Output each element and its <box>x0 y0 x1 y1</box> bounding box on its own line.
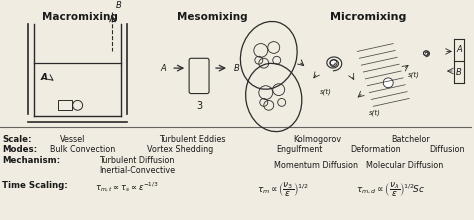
Text: A: A <box>456 45 462 54</box>
Text: B: B <box>116 1 121 10</box>
Circle shape <box>330 60 337 67</box>
Text: B: B <box>234 64 240 73</box>
Bar <box>58 100 72 110</box>
Text: $\tau_{m,d} \propto \left(\dfrac{\nu_\lambda}{\varepsilon}\right)^{1/2}\! Sc$: $\tau_{m,d} \propto \left(\dfrac{\nu_\la… <box>356 181 425 199</box>
Text: Micromixing: Micromixing <box>330 12 407 22</box>
Text: s(t): s(t) <box>408 71 420 78</box>
Text: Batchelor: Batchelor <box>391 135 430 144</box>
Text: 3: 3 <box>196 101 202 111</box>
Text: Momentum Diffusion: Momentum Diffusion <box>274 161 358 170</box>
Text: Kolmogorov: Kolmogorov <box>294 135 342 144</box>
Text: Vortex Shedding: Vortex Shedding <box>147 145 214 154</box>
Circle shape <box>424 51 428 56</box>
Text: Engulfment: Engulfment <box>277 145 323 154</box>
Text: Mechanism:: Mechanism: <box>2 156 60 165</box>
Text: A: A <box>40 73 47 82</box>
Text: Macromixing: Macromixing <box>42 12 118 22</box>
Text: A: A <box>161 64 166 73</box>
Text: $\tau_m \propto \left(\dfrac{\nu_3}{\varepsilon}\right)^{1/2}$: $\tau_m \propto \left(\dfrac{\nu_3}{\var… <box>257 181 309 199</box>
Text: s(t): s(t) <box>369 109 381 116</box>
Text: Molecular Diffusion: Molecular Diffusion <box>366 161 444 170</box>
Text: Turbulent Diffusion: Turbulent Diffusion <box>100 156 175 165</box>
Text: Scale:: Scale: <box>2 135 31 144</box>
Text: Bulk Convection: Bulk Convection <box>50 145 115 154</box>
Text: s(t): s(t) <box>319 89 331 95</box>
Text: Inertial-Convective: Inertial-Convective <box>100 166 176 175</box>
Text: Modes:: Modes: <box>2 145 37 154</box>
Text: B: B <box>456 68 462 77</box>
Text: $\tau_{m,t} \propto \tau_s \propto \varepsilon^{-1/3}$: $\tau_{m,t} \propto \tau_s \propto \vare… <box>95 180 159 194</box>
Text: Turbulent Eddies: Turbulent Eddies <box>159 135 226 144</box>
Text: Time Scaling:: Time Scaling: <box>2 181 68 190</box>
Text: Diffusion: Diffusion <box>429 145 465 154</box>
Text: Deformation: Deformation <box>350 145 401 154</box>
Text: Mesomixing: Mesomixing <box>177 12 247 22</box>
Text: Vessel: Vessel <box>60 135 85 144</box>
Circle shape <box>383 78 393 88</box>
